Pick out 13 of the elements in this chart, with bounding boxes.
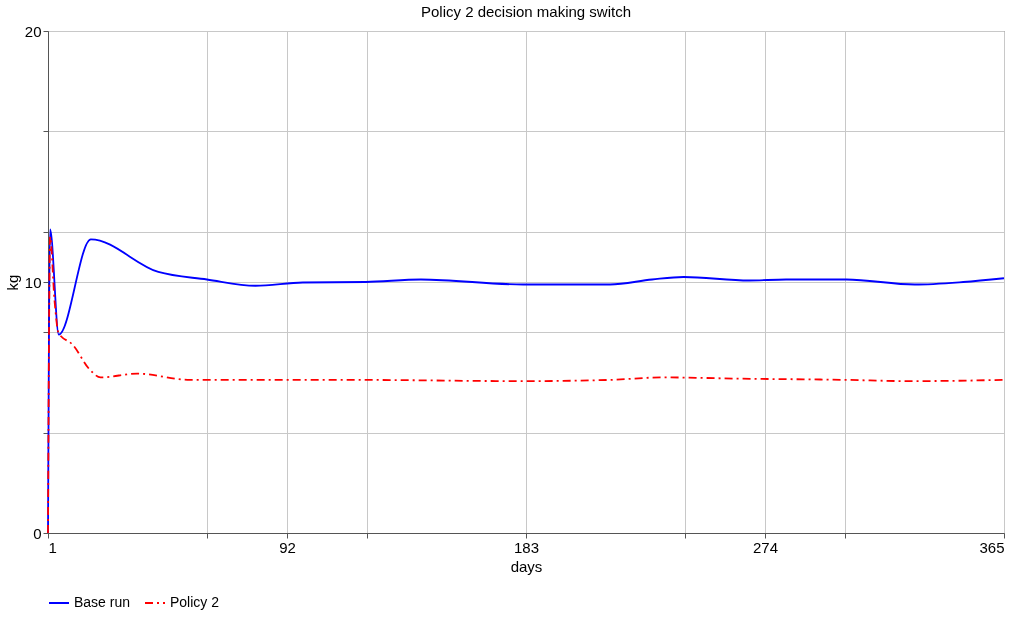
x-tick-label: 183 (513, 538, 540, 556)
y-axis-title: kg (3, 274, 21, 291)
legend-label: Policy 2 (170, 594, 220, 610)
y-tick-label: 0 (33, 524, 42, 542)
x-axis-title: days (510, 557, 543, 575)
x-tick-label: 1 (48, 538, 57, 556)
y-tick-label: 10 (24, 273, 42, 291)
legend-label: Base run (74, 594, 131, 610)
x-tick-label: 92 (279, 538, 296, 556)
y-tick-label: 20 (24, 22, 42, 40)
x-tick-label: 365 (979, 538, 1005, 556)
x-tick-label: 274 (752, 538, 779, 556)
chart-title: Policy 2 decision making switch (420, 3, 632, 20)
